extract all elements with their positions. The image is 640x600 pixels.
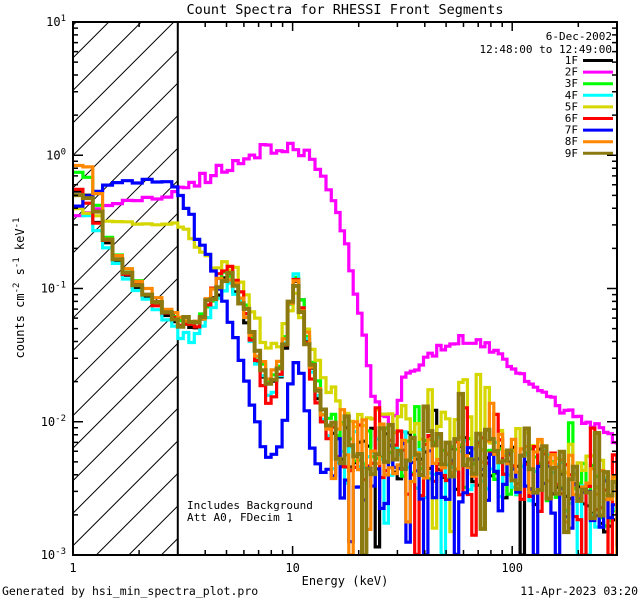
y-tick-label: 10-2 bbox=[41, 414, 66, 429]
legend-label-9f: 9F bbox=[565, 147, 578, 160]
legend-item-9f: 9F bbox=[565, 147, 613, 160]
legend-item-4f: 4F bbox=[565, 89, 613, 102]
x-axis-label: Energy (keV) bbox=[302, 574, 389, 588]
legend-label-4f: 4F bbox=[565, 89, 578, 102]
legend-item-8f: 8F bbox=[565, 135, 613, 148]
legend-label-3f: 3F bbox=[565, 77, 578, 90]
annotation-background: Includes Background bbox=[187, 499, 313, 512]
tick-labels: 1 10 100 101 100 10-1 10-2 10-3 bbox=[41, 14, 523, 575]
legend-item-3f: 3F bbox=[565, 77, 613, 90]
legend-label-6f: 6F bbox=[565, 112, 578, 125]
date-label: 6-Dec-2002 bbox=[546, 30, 612, 43]
legend-label-2f: 2F bbox=[565, 66, 578, 79]
y-tick-label: 10-3 bbox=[41, 547, 66, 562]
legend-item-2f: 2F bbox=[565, 66, 613, 79]
y-axis-label: counts cm-2 s-1 keV-1 bbox=[12, 218, 27, 359]
legend-label-1f: 1F bbox=[565, 54, 578, 67]
legend-label-7f: 7F bbox=[565, 124, 578, 137]
series-2f-curve bbox=[73, 141, 617, 445]
plot-frame-and-ticks bbox=[72, 21, 618, 556]
axis-ticks bbox=[72, 21, 618, 556]
legend-item-6f: 6F bbox=[565, 112, 613, 125]
annotation-attenuator: Att A0, FDecim 1 bbox=[187, 511, 293, 524]
x-tick-label: 10 bbox=[285, 561, 299, 575]
y-tick-label: 10-1 bbox=[41, 281, 66, 296]
legend-item-7f: 7F bbox=[565, 124, 613, 137]
legend-label-5f: 5F bbox=[565, 100, 578, 113]
x-tick-label: 1 bbox=[69, 561, 76, 575]
hatched-region bbox=[73, 22, 179, 555]
x-tick-label: 100 bbox=[501, 561, 523, 575]
y-tick-label: 101 bbox=[46, 14, 66, 29]
legend-item-1f: 1F bbox=[565, 54, 613, 67]
series-9f-curve bbox=[73, 193, 617, 555]
footer-generated-by: Generated by hsi_min_spectra_plot.pro bbox=[2, 584, 258, 598]
chart-title: Count Spectra for RHESSI Front Segments bbox=[187, 2, 504, 18]
footer-timestamp: 11-Apr-2023 03:20 bbox=[520, 584, 638, 598]
legend-label-8f: 8F bbox=[565, 135, 578, 148]
y-tick-label: 100 bbox=[46, 147, 66, 162]
series-curves bbox=[73, 141, 617, 555]
legend-item-5f: 5F bbox=[565, 100, 613, 113]
time-range-label: 12:48:00 to 12:49:00 bbox=[480, 43, 612, 56]
